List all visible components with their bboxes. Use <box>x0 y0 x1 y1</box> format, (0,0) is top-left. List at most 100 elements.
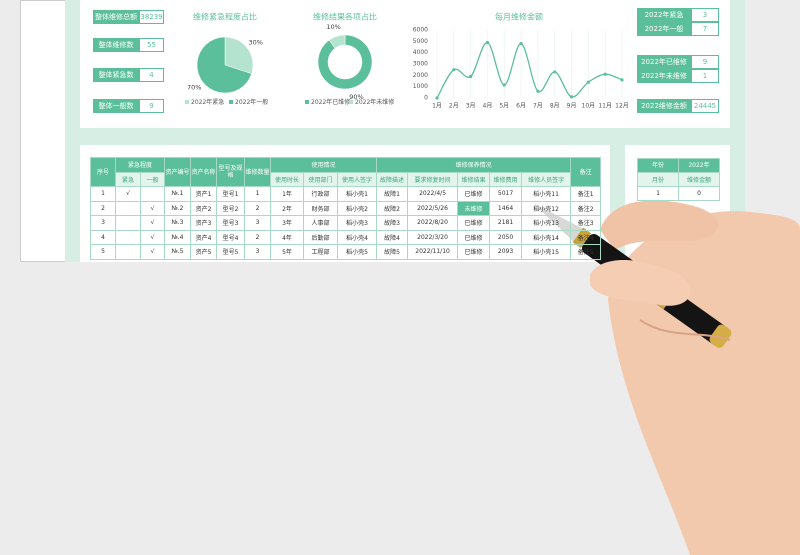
kpi-value: 4 <box>139 68 164 82</box>
header-cell: 维修保养情况 <box>376 157 572 173</box>
cell: 2050 <box>489 229 523 245</box>
cell: 备注4 <box>570 229 602 245</box>
cell: 备注2 <box>570 200 602 216</box>
cell: 稻小壳14 <box>521 229 572 245</box>
legend-swatch <box>185 100 189 104</box>
cell: 2022/4/5 <box>407 186 459 202</box>
cell: 故障2 <box>376 200 409 216</box>
cell: 型号4 <box>216 229 246 245</box>
slice-label: 30% <box>249 39 263 47</box>
cell: 稻小壳15 <box>521 244 572 260</box>
subheader-cell: 一般 <box>139 172 166 187</box>
y-tick-label: 1000 <box>413 83 428 90</box>
y-tick-label: 0 <box>424 95 428 102</box>
cell: 1 <box>90 186 116 202</box>
cell: 3 <box>244 244 272 260</box>
legend-swatch <box>229 100 233 104</box>
knuckle-crease <box>639 319 731 341</box>
x-tick-label: 7月 <box>533 103 543 110</box>
cell: 后勤部 <box>303 229 339 245</box>
cell: 资产2 <box>190 200 218 216</box>
slice-label: 70% <box>187 83 201 91</box>
cell: 3年 <box>270 215 305 231</box>
cell: 稻小壳11 <box>521 186 572 202</box>
y-tick-label: 2000 <box>413 72 428 79</box>
point <box>452 68 456 72</box>
summary-value: 1 <box>691 69 719 83</box>
x-tick-label: 6月 <box>516 103 526 110</box>
summary-label: 2022年紧急 <box>637 8 691 22</box>
point <box>435 96 439 100</box>
x-tick-label: 10月 <box>582 103 596 110</box>
cell: 稻小壳13 <box>521 215 572 231</box>
cell: 稻小壳12 <box>521 200 572 216</box>
cell: 稻小壳1 <box>337 186 378 202</box>
cell: 2093 <box>489 244 523 260</box>
x-tick-label: 4月 <box>483 103 493 110</box>
side-cell: 0 <box>678 186 720 201</box>
finger <box>600 200 719 250</box>
header-cell: 维修数量 <box>244 157 272 187</box>
cell: 2年 <box>270 200 305 216</box>
header-row: 序号 紧急程度 资产编号 资产名称 型号及规格 维修数量 使用情况 维修保养情况 备注 <box>90 157 602 187</box>
cell: √ <box>115 186 141 202</box>
cell: 稻小壳2 <box>337 200 378 216</box>
cell <box>115 200 141 216</box>
slice-label: 10% <box>326 23 340 31</box>
kpi-label: 整体维修数 <box>93 38 139 52</box>
side-cell: 1 <box>637 186 679 201</box>
summary-label: 2022年已维修 <box>637 55 691 69</box>
point <box>586 80 590 84</box>
summary-value: 7 <box>691 22 719 36</box>
kpi-value: 38239 <box>139 10 164 24</box>
kpi-label: 整体紧急数 <box>93 68 139 82</box>
cell: √ <box>139 215 166 231</box>
y-tick-label: 4000 <box>413 49 428 56</box>
cell: №.3 <box>164 215 192 231</box>
cell: 1464 <box>489 200 523 216</box>
point <box>603 72 607 76</box>
slice <box>328 34 346 49</box>
cell: 4年 <box>270 229 305 245</box>
header-cell: 资产编号 <box>164 157 192 187</box>
side-table: 年份 2022年 月份 维修金额 1 0 <box>637 158 720 201</box>
cell: 备注5 <box>570 244 602 260</box>
header-cell: 使用情况 <box>270 157 378 173</box>
summary-value: 24445 <box>691 99 719 113</box>
side-row: 年份 2022年 <box>637 158 720 173</box>
repair-table: 序号 紧急程度 资产编号 资产名称 型号及规格 维修数量 使用情况 维修保养情况 备注 紧急 一般 使… <box>90 157 602 260</box>
kpi-label: 整体一般数 <box>93 99 139 113</box>
cell: 资产3 <box>190 215 218 231</box>
x-tick-label: 3月 <box>466 103 476 110</box>
kpi-value: 55 <box>139 38 164 52</box>
side-cell: 年份 <box>637 158 679 173</box>
cell: 备注3 <box>570 215 602 231</box>
cell: 稻小壳4 <box>337 229 378 245</box>
cell: 已维修 <box>457 215 491 231</box>
subheader-cell: 故障描述 <box>376 172 409 187</box>
y-tick-label: 3000 <box>413 61 428 68</box>
x-tick-label: 1月 <box>432 103 442 110</box>
cell: 备注1 <box>570 186 602 202</box>
x-tick-label: 11月 <box>598 103 612 110</box>
cell: 已维修 <box>457 244 491 260</box>
slice <box>196 36 252 94</box>
summary-label: 2022维修金额 <box>637 99 691 113</box>
side-cell: 维修金额 <box>678 172 720 187</box>
cell: 2022/8/20 <box>407 215 459 231</box>
cell: 3 <box>244 215 272 231</box>
cell: №.1 <box>164 186 192 202</box>
cell <box>115 215 141 231</box>
slice-label: 90% <box>349 93 363 101</box>
point <box>620 78 624 82</box>
chart-title: 维修结果各项占比 <box>313 12 377 22</box>
point <box>502 83 506 87</box>
cell: 型号5 <box>216 244 246 260</box>
subheader-cell: 使用人签字 <box>337 172 378 187</box>
subheader-cell: 紧急 <box>115 172 141 187</box>
data-row: 1 √ №.1 资产1 型号1 1 1年 行政部 稻小壳1 故障1 2022/4/5 已维修 5017 稻… <box>90 186 602 202</box>
cell: 已维修 <box>457 229 491 245</box>
legend-swatch <box>349 100 353 104</box>
